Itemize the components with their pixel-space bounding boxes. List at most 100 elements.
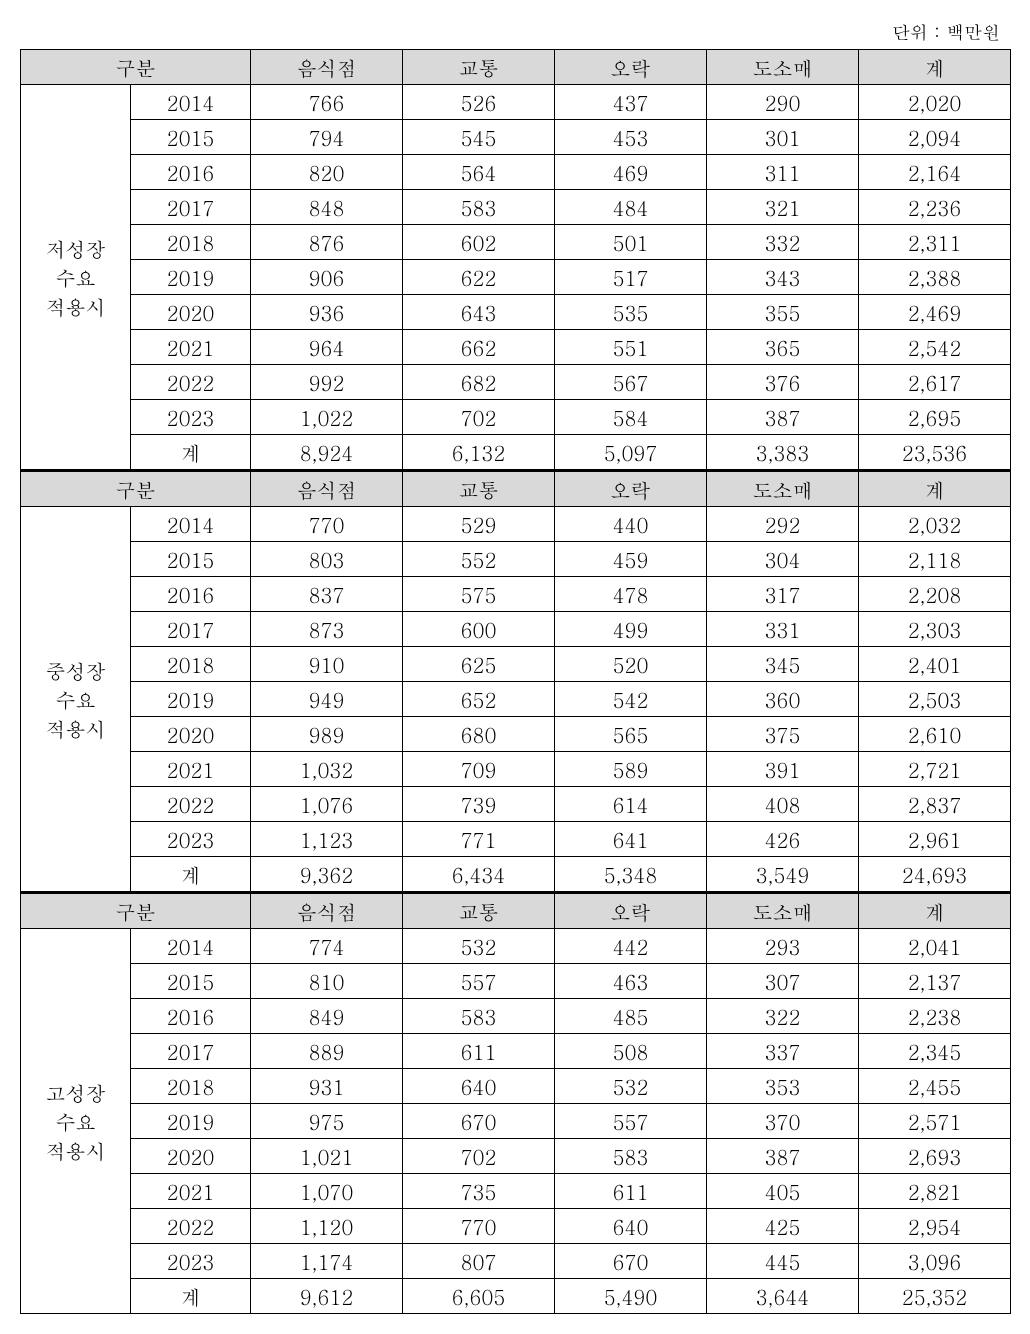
value-cell: 625 <box>403 647 555 682</box>
year-cell: 2023 <box>131 1244 251 1279</box>
total-row: 계9,6126,6055,4903,64425,352 <box>21 1279 1011 1314</box>
col-header: 오락 <box>555 471 707 507</box>
year-cell: 2020 <box>131 717 251 752</box>
table-row: 저성장 수요 적용시20147665264372902,020 <box>21 85 1011 120</box>
value-cell: 770 <box>403 1209 555 1244</box>
value-cell: 1,123 <box>251 822 403 857</box>
col-header: 계 <box>859 50 1011 85</box>
total-value-cell: 5,490 <box>555 1279 707 1314</box>
value-cell: 989 <box>251 717 403 752</box>
value-cell: 552 <box>403 542 555 577</box>
table-row: 20231,0227025843872,695 <box>21 400 1011 435</box>
total-value-cell: 9,362 <box>251 857 403 893</box>
table-row: 20178485834843212,236 <box>21 190 1011 225</box>
value-cell: 551 <box>555 330 707 365</box>
table-row: 20188766025013322,311 <box>21 225 1011 260</box>
year-cell: 2023 <box>131 822 251 857</box>
value-cell: 766 <box>251 85 403 120</box>
value-cell: 2,238 <box>859 999 1011 1034</box>
year-cell: 2020 <box>131 1139 251 1174</box>
table-row: 20189316405323532,455 <box>21 1069 1011 1104</box>
value-cell: 517 <box>555 260 707 295</box>
value-cell: 702 <box>403 400 555 435</box>
value-cell: 322 <box>707 999 859 1034</box>
value-cell: 1,076 <box>251 787 403 822</box>
col-header-group: 구분 <box>21 50 251 85</box>
value-cell: 445 <box>707 1244 859 1279</box>
value-cell: 2,961 <box>859 822 1011 857</box>
total-row: 계8,9246,1325,0973,38323,536 <box>21 435 1011 471</box>
total-value-cell: 6,605 <box>403 1279 555 1314</box>
value-cell: 301 <box>707 120 859 155</box>
total-value-cell: 8,924 <box>251 435 403 471</box>
total-value-cell: 6,434 <box>403 857 555 893</box>
table-row: 20199066225173432,388 <box>21 260 1011 295</box>
value-cell: 739 <box>403 787 555 822</box>
col-header: 음식점 <box>251 471 403 507</box>
table-row: 20168205644693112,164 <box>21 155 1011 190</box>
value-cell: 837 <box>251 577 403 612</box>
value-cell: 849 <box>251 999 403 1034</box>
col-header: 도소매 <box>707 50 859 85</box>
total-label-cell: 계 <box>131 1279 251 1314</box>
col-header: 오락 <box>555 50 707 85</box>
year-cell: 2023 <box>131 400 251 435</box>
table-row: 20209896805653752,610 <box>21 717 1011 752</box>
group-label-cell: 중성장 수요 적용시 <box>21 507 131 893</box>
table-row: 20221,1207706404252,954 <box>21 1209 1011 1244</box>
value-cell: 408 <box>707 787 859 822</box>
total-label-cell: 계 <box>131 435 251 471</box>
value-cell: 611 <box>403 1034 555 1069</box>
table-row: 20231,1748076704453,096 <box>21 1244 1011 1279</box>
table-row: 중성장 수요 적용시20147705294402922,032 <box>21 507 1011 542</box>
value-cell: 2,236 <box>859 190 1011 225</box>
value-cell: 442 <box>555 929 707 964</box>
value-cell: 545 <box>403 120 555 155</box>
total-value-cell: 5,097 <box>555 435 707 471</box>
col-header: 도소매 <box>707 893 859 929</box>
value-cell: 2,610 <box>859 717 1011 752</box>
value-cell: 365 <box>707 330 859 365</box>
value-cell: 2,693 <box>859 1139 1011 1174</box>
col-header: 교통 <box>403 471 555 507</box>
value-cell: 2,503 <box>859 682 1011 717</box>
value-cell: 463 <box>555 964 707 999</box>
value-cell: 2,041 <box>859 929 1011 964</box>
col-header: 계 <box>859 893 1011 929</box>
value-cell: 387 <box>707 400 859 435</box>
year-cell: 2021 <box>131 752 251 787</box>
value-cell: 2,837 <box>859 787 1011 822</box>
value-cell: 375 <box>707 717 859 752</box>
value-cell: 600 <box>403 612 555 647</box>
value-cell: 2,571 <box>859 1104 1011 1139</box>
col-header: 음식점 <box>251 50 403 85</box>
year-cell: 2017 <box>131 612 251 647</box>
value-cell: 557 <box>555 1104 707 1139</box>
value-cell: 2,032 <box>859 507 1011 542</box>
value-cell: 360 <box>707 682 859 717</box>
year-cell: 2020 <box>131 295 251 330</box>
value-cell: 807 <box>403 1244 555 1279</box>
value-cell: 670 <box>555 1244 707 1279</box>
value-cell: 2,821 <box>859 1174 1011 1209</box>
value-cell: 529 <box>403 507 555 542</box>
year-cell: 2014 <box>131 929 251 964</box>
value-cell: 614 <box>555 787 707 822</box>
year-cell: 2021 <box>131 330 251 365</box>
value-cell: 641 <box>555 822 707 857</box>
value-cell: 343 <box>707 260 859 295</box>
table-row: 20178736004993312,303 <box>21 612 1011 647</box>
table-row: 20211,0327095893912,721 <box>21 752 1011 787</box>
table-row: 20157945454533012,094 <box>21 120 1011 155</box>
value-cell: 469 <box>555 155 707 190</box>
value-cell: 304 <box>707 542 859 577</box>
unit-label: 단위 : 백만원 <box>20 20 1010 45</box>
value-cell: 565 <box>555 717 707 752</box>
value-cell: 1,070 <box>251 1174 403 1209</box>
value-cell: 520 <box>555 647 707 682</box>
year-cell: 2018 <box>131 1069 251 1104</box>
col-header: 도소매 <box>707 471 859 507</box>
value-cell: 1,022 <box>251 400 403 435</box>
table-row: 20219646625513652,542 <box>21 330 1011 365</box>
table-row: 20211,0707356114052,821 <box>21 1174 1011 1209</box>
